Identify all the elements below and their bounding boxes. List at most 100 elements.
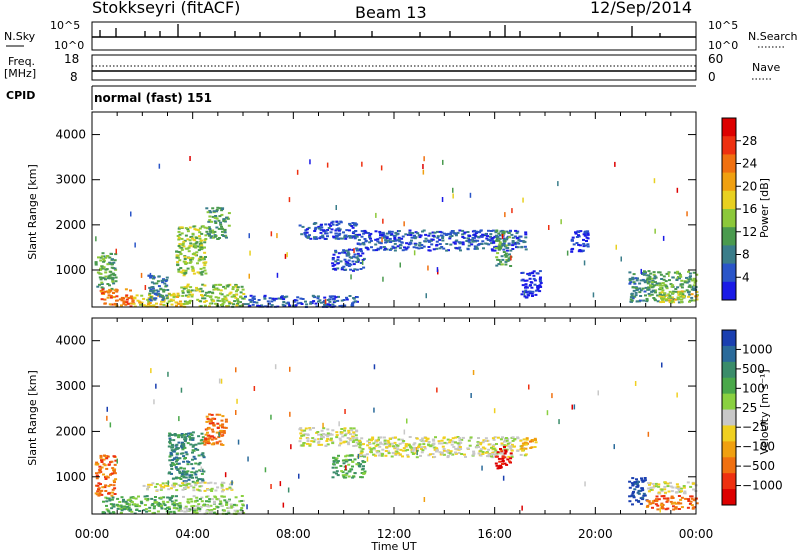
velocity-cell [502, 453, 506, 456]
power-cell [189, 156, 191, 161]
velocity-cell [168, 471, 172, 474]
power-cell [228, 292, 232, 295]
power-cell [633, 286, 637, 289]
power-cell [335, 224, 339, 226]
power-cell [181, 242, 185, 245]
velocity-cell [156, 503, 160, 506]
velocity-cell [170, 468, 174, 470]
power-cell [109, 294, 113, 297]
power-colorbar-segment [722, 281, 736, 301]
velocity-cell [174, 466, 178, 469]
power-cell [203, 241, 207, 244]
power-cell [630, 299, 634, 302]
power-cell [214, 235, 217, 238]
power-cell [461, 229, 465, 232]
time-axis-label: 00:00 [75, 527, 110, 541]
power-cell [614, 161, 616, 167]
power-cell [368, 234, 372, 237]
velocity-cell [170, 500, 174, 503]
velocity-cell [106, 476, 110, 479]
power-cell [631, 295, 635, 298]
power-cell [263, 297, 267, 300]
velocity-cell [691, 507, 695, 510]
velocity-cell [395, 450, 399, 453]
power-cell [334, 237, 338, 240]
power-cell [320, 226, 324, 229]
power-cell [191, 253, 195, 256]
power-cell [222, 301, 226, 304]
power-cell [502, 242, 506, 245]
power-cell [169, 298, 173, 301]
velocity-cell [690, 497, 694, 500]
power-cell [204, 272, 208, 275]
power-cell [492, 241, 496, 244]
power-cell [650, 290, 654, 293]
power-cell [235, 304, 239, 307]
velocity-cell [139, 500, 143, 503]
velocity-cell [494, 455, 498, 458]
power-cell [492, 240, 496, 243]
power-cell [258, 305, 262, 307]
power-cell [98, 268, 102, 271]
velocity-cell [171, 443, 175, 446]
power-cell [226, 217, 230, 220]
power-colorbar-segment [722, 190, 736, 210]
power-cell [669, 301, 673, 304]
power-cell [662, 235, 665, 241]
power-cell [422, 169, 425, 175]
power-cell [528, 277, 532, 280]
velocity-cell [220, 495, 224, 498]
velocity-cell [657, 485, 661, 488]
power-cell [189, 290, 193, 293]
power-cell [127, 297, 131, 299]
power-cell [182, 274, 186, 277]
velocity-cell [229, 503, 233, 506]
power-cell [421, 230, 424, 233]
power-cell [148, 302, 152, 304]
velocity-cell [100, 459, 104, 462]
velocity-cell [177, 509, 181, 512]
power-cell [142, 297, 146, 300]
velocity-cell [347, 475, 351, 478]
power-cell [296, 169, 299, 175]
velocity-cell [299, 437, 303, 440]
velocity-cell [197, 489, 201, 492]
power-cell [687, 285, 691, 288]
velocity-cell [637, 480, 640, 483]
velocity-cell [159, 496, 163, 499]
velocity-cell [287, 487, 290, 493]
velocity-cell [341, 474, 345, 477]
power-cell [516, 230, 520, 233]
power-cell [197, 259, 201, 262]
velocity-cell [394, 452, 398, 455]
velocity-cell [203, 443, 207, 446]
power-cell [631, 276, 635, 279]
power-cell [388, 248, 392, 251]
velocity-cell [115, 503, 119, 506]
velocity-cell [205, 505, 209, 507]
velocity-cell [687, 500, 691, 502]
velocity-cell [339, 465, 343, 467]
power-cell [194, 246, 198, 249]
velocity-cell [197, 435, 201, 438]
power-cell [342, 299, 346, 301]
velocity-cell [225, 487, 229, 490]
power-cell [476, 239, 480, 242]
power-cell [192, 225, 196, 228]
velocity-cell [530, 439, 534, 441]
power-cell [197, 249, 201, 252]
power-cell [113, 302, 117, 305]
velocity-cell [377, 436, 381, 439]
power-cell [177, 236, 181, 239]
velocity-cell [191, 476, 194, 479]
velocity-cell [496, 436, 500, 439]
velocity-cell [235, 510, 239, 513]
velocity-cell [394, 446, 398, 449]
power-cell [199, 255, 203, 258]
power-cell [323, 237, 327, 240]
power-cell [96, 285, 100, 288]
power-cell [347, 259, 351, 262]
power-cell [144, 285, 147, 290]
velocity-cell [316, 431, 320, 433]
power-cell [446, 232, 450, 235]
